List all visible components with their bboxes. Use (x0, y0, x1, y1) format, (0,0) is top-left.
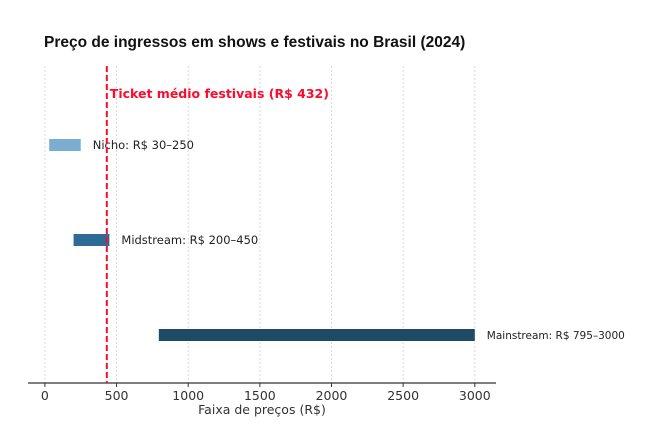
chart-title: Preço de ingressos em shows e festivais … (44, 34, 466, 51)
bar-midstream (73, 234, 110, 246)
x-axis-label: Faixa de preços (R$) (198, 402, 326, 417)
x-tick-label: 1000 (172, 388, 204, 403)
x-tick-label: 1500 (244, 388, 276, 403)
bar-label: Nicho: R$ 30–250 (93, 138, 194, 152)
bar-mainstream (158, 329, 475, 341)
bar-label: Midstream: R$ 200–450 (121, 233, 258, 247)
bar-label: Mainstream: R$ 795–3000 (487, 330, 625, 342)
x-tick-label: 0 (41, 388, 49, 403)
x-tick-label: 500 (105, 388, 129, 403)
x-tick-label: 2000 (316, 388, 348, 403)
x-tick-label: 3000 (459, 388, 491, 403)
reference-line-label: Ticket médio festivais (R$ 432) (110, 86, 329, 101)
x-tick-label: 2500 (387, 388, 419, 403)
bar-nicho (49, 139, 81, 151)
